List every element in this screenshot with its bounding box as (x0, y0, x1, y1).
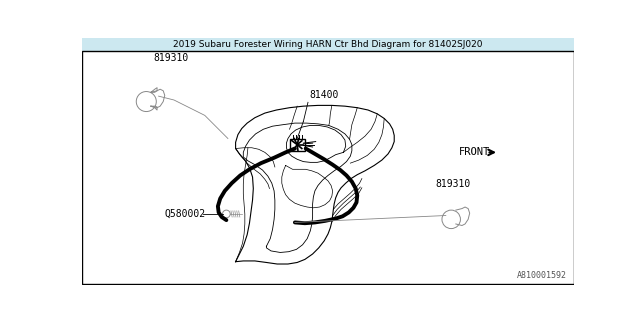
Text: FRONT: FRONT (459, 147, 490, 157)
Bar (82, 38, 575, 51)
Text: 2019 Subaru Forester Wiring HARN Ctr Bhd Diagram for 81402SJ020: 2019 Subaru Forester Wiring HARN Ctr Bhd… (173, 40, 483, 49)
Text: 819310: 819310 (436, 179, 471, 188)
Bar (289, 139, 305, 151)
Text: 81400: 81400 (310, 90, 339, 100)
Text: Q580002: Q580002 (164, 209, 206, 219)
Text: 819310: 819310 (153, 53, 188, 63)
Text: A810001592: A810001592 (516, 271, 566, 280)
